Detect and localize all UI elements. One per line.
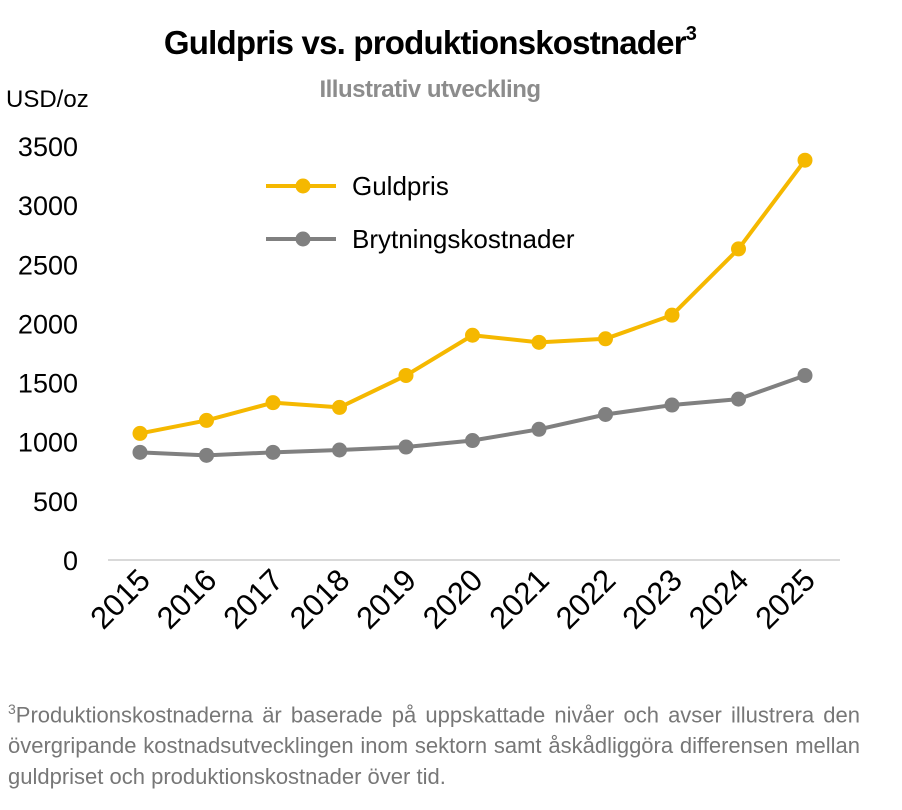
series-line xyxy=(138,158,807,436)
data-point xyxy=(398,439,414,455)
y-tick-label: 3500 xyxy=(18,132,78,162)
data-point xyxy=(797,152,813,168)
footnote-text: Produktionskostnaderna är baserade på up… xyxy=(8,702,860,790)
y-tick-label: 2000 xyxy=(18,309,78,339)
data-point xyxy=(199,447,214,463)
x-tick-label: 2025 xyxy=(748,562,822,636)
legend-item: Brytningskostnader xyxy=(266,224,575,254)
data-point xyxy=(332,399,347,415)
x-axis-ticks: 2015201620172018201920202021202220232024… xyxy=(83,562,822,636)
data-point xyxy=(265,395,281,411)
data-point xyxy=(465,433,480,449)
footnote: 3Produktionskostnaderna är baserade på u… xyxy=(8,694,860,792)
legend-swatch-marker xyxy=(295,231,311,247)
x-tick-label: 2024 xyxy=(682,562,756,636)
x-tick-label: 2022 xyxy=(549,562,623,636)
x-tick-label: 2021 xyxy=(482,562,556,636)
x-tick-label: 2023 xyxy=(615,562,689,636)
data-point xyxy=(731,391,746,407)
data-point xyxy=(731,241,746,257)
data-point xyxy=(398,367,414,383)
data-point xyxy=(199,412,214,428)
legend-label: Guldpris xyxy=(352,171,449,201)
chart-subtitle: Illustrativ utveckling xyxy=(319,76,541,103)
data-point xyxy=(531,421,547,437)
legend-label: Brytningskostnader xyxy=(352,224,575,254)
data-point xyxy=(664,307,680,323)
data-point xyxy=(132,444,148,460)
y-tick-label: 0 xyxy=(63,546,78,576)
data-point xyxy=(598,331,613,347)
y-axis-ticks: 0 500 1000 1500 2000 2500 3000 3500 xyxy=(18,132,78,576)
chart-title: Guldpris vs. produktionskostnader3 xyxy=(0,23,860,62)
x-tick-label: 2016 xyxy=(150,562,224,636)
data-point xyxy=(664,397,680,413)
footnote-marker: 3 xyxy=(8,701,16,717)
x-tick-label: 2019 xyxy=(349,562,423,636)
data-point xyxy=(132,425,148,441)
y-tick-label: 2500 xyxy=(18,250,78,280)
data-point xyxy=(265,444,281,460)
y-axis-label: USD/oz xyxy=(6,86,89,113)
y-tick-label: 1000 xyxy=(18,428,78,458)
legend: Guldpris Brytningskostnader xyxy=(266,171,575,254)
chart-title-text: Guldpris vs. produktionskostnader xyxy=(163,24,687,61)
legend-swatch-marker xyxy=(295,178,311,194)
x-tick-label: 2018 xyxy=(283,562,357,636)
legend-item: Guldpris xyxy=(266,171,449,201)
title-footnote-marker: 3 xyxy=(685,23,697,45)
x-tick-label: 2017 xyxy=(216,562,290,636)
data-point xyxy=(598,407,613,423)
y-tick-label: 1500 xyxy=(18,369,78,399)
y-tick-label: 3000 xyxy=(18,191,78,221)
data-point xyxy=(465,327,480,343)
series-guldpris xyxy=(132,152,813,441)
y-tick-label: 500 xyxy=(33,487,78,517)
data-point xyxy=(797,367,813,383)
x-tick-label: 2020 xyxy=(416,562,490,636)
series-layer xyxy=(132,152,813,463)
data-point xyxy=(531,334,547,350)
x-tick-label: 2015 xyxy=(83,562,157,636)
series-brytningskostnader xyxy=(132,367,813,463)
data-point xyxy=(332,442,347,458)
